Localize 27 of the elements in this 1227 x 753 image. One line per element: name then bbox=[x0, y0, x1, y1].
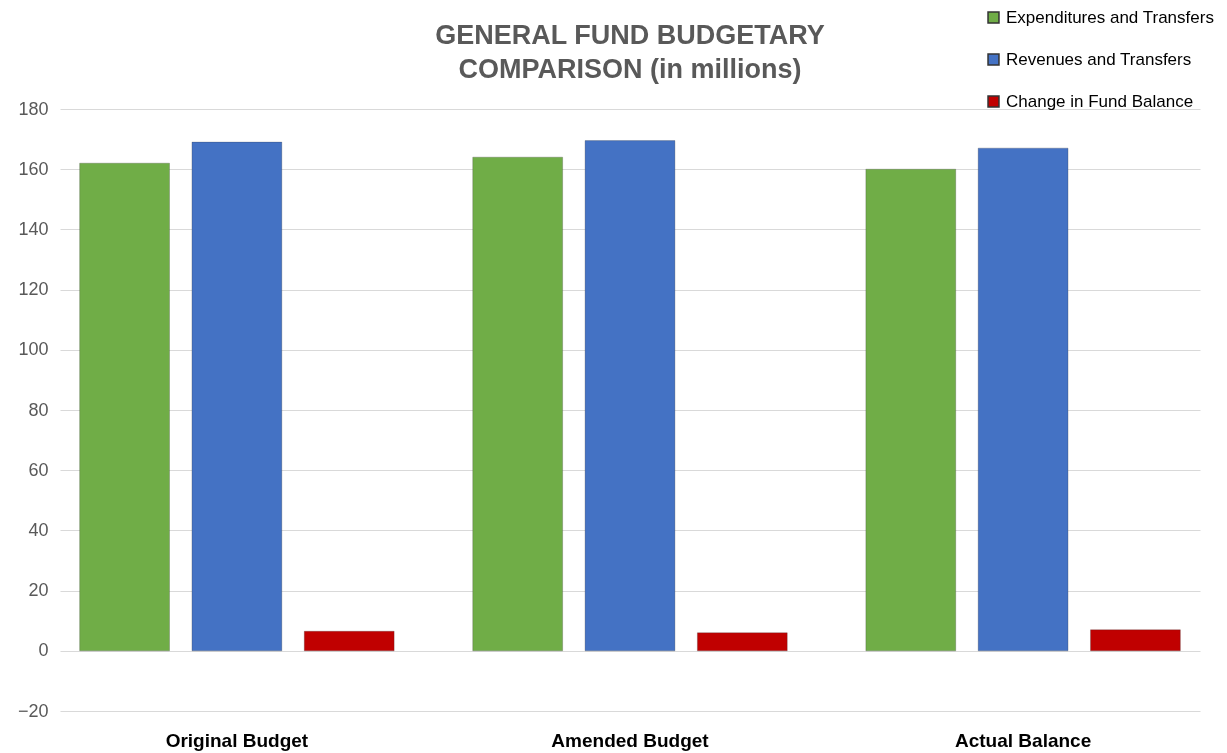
y-tick-label: 140 bbox=[18, 218, 49, 239]
y-tick-label: 40 bbox=[28, 519, 49, 540]
y-tick-label: 20 bbox=[28, 580, 49, 601]
y-tick-label: 80 bbox=[28, 399, 49, 420]
bar bbox=[79, 162, 170, 652]
bar bbox=[304, 630, 395, 652]
bar bbox=[865, 168, 956, 652]
y-tick-label: 160 bbox=[18, 158, 49, 179]
y-tick-label: 180 bbox=[18, 98, 49, 119]
y-tick-label: 60 bbox=[28, 459, 49, 480]
chart-title: GENERAL FUND BUDGETARY COMPARISON (in millions) bbox=[435, 20, 825, 84]
legend-label: Change in Fund Balance bbox=[1006, 91, 1194, 111]
bar bbox=[472, 156, 563, 652]
x-tick-label: Original Budget bbox=[165, 729, 309, 751]
y-tick-label: −20 bbox=[17, 700, 49, 721]
y-tick-label: 100 bbox=[18, 339, 49, 360]
bar bbox=[191, 141, 283, 652]
bar bbox=[584, 140, 676, 652]
y-tick-label: 120 bbox=[18, 279, 49, 300]
legend-label: Revenues and Transfers bbox=[1006, 49, 1192, 69]
y-tick-label: 0 bbox=[38, 640, 49, 661]
bar bbox=[1090, 629, 1181, 652]
legend-label: Expenditures and Transfers bbox=[1006, 7, 1214, 27]
x-tick-label: Actual Balance bbox=[954, 729, 1092, 751]
bar bbox=[977, 147, 1069, 652]
bar bbox=[697, 632, 788, 652]
x-tick-label: Amended Budget bbox=[551, 729, 710, 751]
